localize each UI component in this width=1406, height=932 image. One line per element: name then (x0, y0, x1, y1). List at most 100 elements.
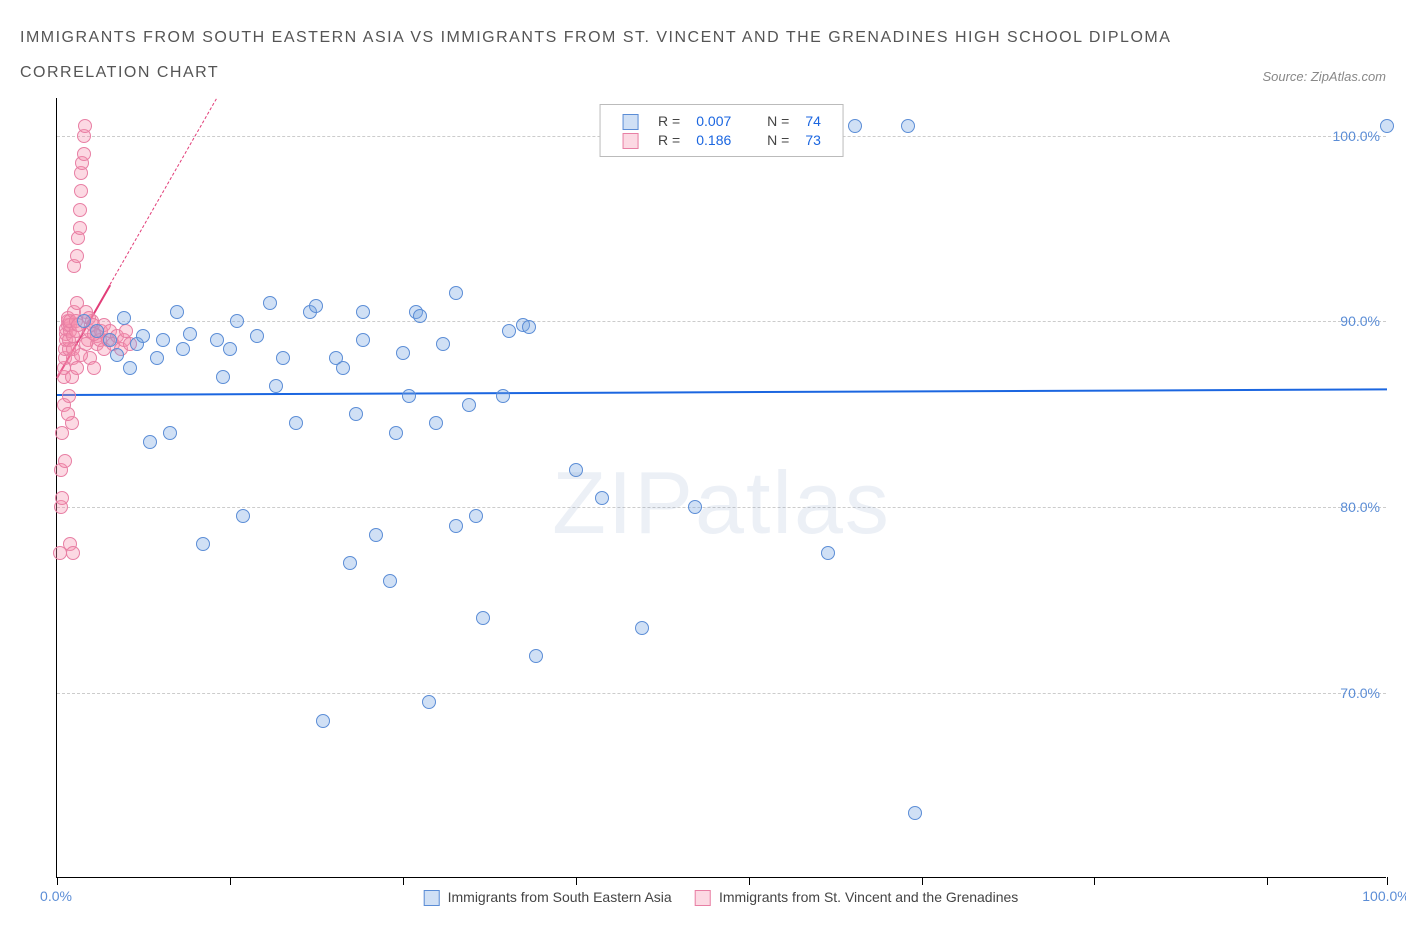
data-point (336, 361, 350, 375)
data-point (87, 361, 101, 375)
y-tick-label: 70.0% (1340, 685, 1380, 701)
data-point (183, 327, 197, 341)
data-point (522, 320, 536, 334)
n-value-2: 73 (797, 131, 829, 150)
r-label: R = (658, 113, 680, 129)
trend-line (57, 388, 1387, 396)
data-point (356, 305, 370, 319)
data-point (276, 351, 290, 365)
watermark-b: atlas (695, 453, 891, 552)
data-point (110, 348, 124, 362)
y-tick-label: 100.0% (1333, 128, 1380, 144)
correlation-legend: R = 0.007 N = 74 R = 0.186 N = 73 (599, 104, 844, 157)
gridline (57, 321, 1386, 322)
data-point (449, 519, 463, 533)
data-point (263, 296, 277, 310)
data-point (78, 119, 92, 133)
data-point (309, 299, 323, 313)
data-point (163, 426, 177, 440)
data-point (119, 324, 133, 338)
x-tick (1387, 877, 1388, 885)
x-tick-label: 0.0% (40, 888, 72, 904)
chart-title: IMMIGRANTS FROM SOUTH EASTERN ASIA VS IM… (20, 20, 1171, 90)
n-value-1: 74 (797, 111, 829, 130)
n-label: N = (767, 113, 789, 129)
x-axis-labels: 0.0%100.0% (56, 878, 1386, 912)
data-point (436, 337, 450, 351)
data-point (156, 333, 170, 347)
data-point (250, 329, 264, 343)
data-point (635, 621, 649, 635)
trend-line (110, 99, 217, 285)
data-point (349, 407, 363, 421)
swatch-series1 (622, 114, 638, 130)
legend-row-series2: R = 0.186 N = 73 (614, 131, 829, 150)
data-point (343, 556, 357, 570)
data-point (462, 398, 476, 412)
data-point (123, 361, 137, 375)
data-point (821, 546, 835, 560)
data-point (476, 611, 490, 625)
data-point (176, 342, 190, 356)
x-tick-label: 100.0% (1362, 888, 1406, 904)
source-label: Source: ZipAtlas.com (1262, 69, 1386, 90)
data-point (422, 695, 436, 709)
data-point (73, 221, 87, 235)
data-point (62, 389, 76, 403)
data-point (236, 509, 250, 523)
data-point (74, 184, 88, 198)
data-point (396, 346, 410, 360)
r-label: R = (658, 132, 680, 148)
data-point (58, 454, 72, 468)
data-point (90, 324, 104, 338)
data-point (356, 333, 370, 347)
data-point (77, 147, 91, 161)
data-point (70, 361, 84, 375)
y-tick-label: 80.0% (1340, 499, 1380, 515)
data-point (223, 342, 237, 356)
data-point (216, 370, 230, 384)
title-line1: IMMIGRANTS FROM SOUTH EASTERN ASIA VS IM… (20, 29, 1171, 46)
data-point (66, 546, 80, 560)
data-point (383, 574, 397, 588)
data-point (1380, 119, 1394, 133)
data-point (389, 426, 403, 440)
data-point (901, 119, 915, 133)
r-value-2: 0.186 (688, 131, 739, 150)
data-point (136, 329, 150, 343)
data-point (449, 286, 463, 300)
data-point (70, 249, 84, 263)
data-point (170, 305, 184, 319)
data-point (77, 314, 91, 328)
data-point (848, 119, 862, 133)
data-point (269, 379, 283, 393)
data-point (61, 407, 75, 421)
data-point (413, 309, 427, 323)
gridline (57, 693, 1386, 694)
data-point (150, 351, 164, 365)
data-point (73, 203, 87, 217)
data-point (569, 463, 583, 477)
data-point (230, 314, 244, 328)
data-point (316, 714, 330, 728)
title-line2: CORRELATION CHART (20, 64, 219, 81)
data-point (688, 500, 702, 514)
data-point (469, 509, 483, 523)
data-point (196, 537, 210, 551)
data-point (529, 649, 543, 663)
data-point (496, 389, 510, 403)
data-point (117, 311, 131, 325)
data-point (289, 416, 303, 430)
n-label: N = (767, 132, 789, 148)
legend-row-series1: R = 0.007 N = 74 (614, 111, 829, 130)
swatch-series2 (622, 133, 638, 149)
data-point (429, 416, 443, 430)
gridline (57, 507, 1386, 508)
data-point (402, 389, 416, 403)
data-point (908, 806, 922, 820)
data-point (143, 435, 157, 449)
data-point (595, 491, 609, 505)
data-point (210, 333, 224, 347)
data-point (103, 333, 117, 347)
scatter-plot: ZIPatlas R = 0.007 N = 74 R = 0. (56, 98, 1386, 878)
